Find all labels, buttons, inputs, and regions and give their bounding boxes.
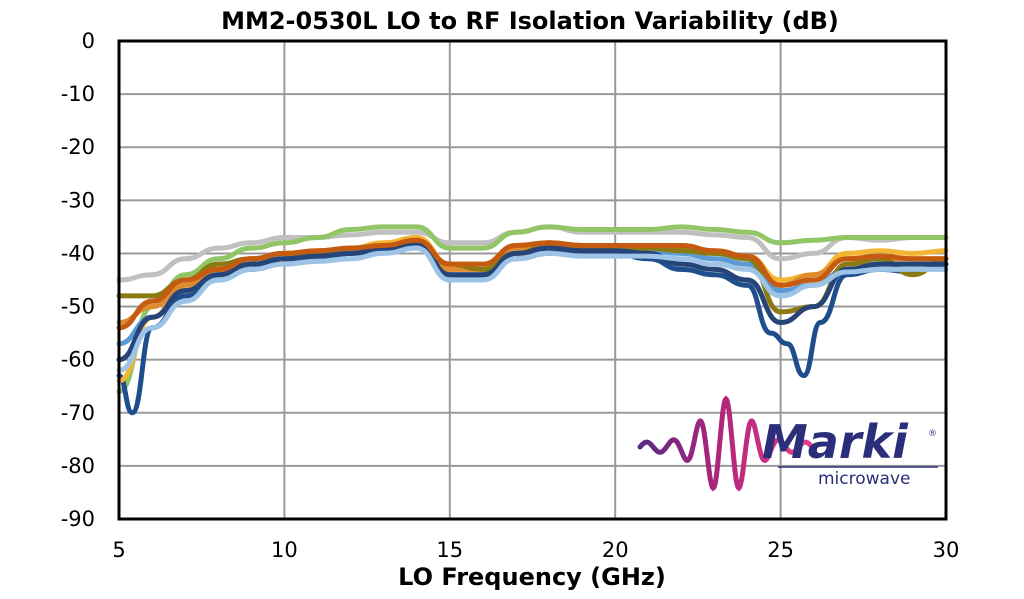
- logo-tagline-text: microwave: [818, 469, 911, 489]
- y-tick-label: -50: [61, 295, 95, 319]
- x-tick-label: 20: [602, 538, 629, 562]
- y-tick-label: -80: [61, 454, 95, 478]
- y-tick-labels: 0 -10 -20 -30 -40 -50 -60 -70 -80 -90: [61, 29, 95, 531]
- x-axis-label: LO Frequency (GHz): [398, 563, 666, 591]
- logo-registered-mark: ®: [928, 429, 937, 439]
- x-tick-labels: 5 10 15 20 25 30: [112, 538, 959, 562]
- y-tick-label: -40: [61, 241, 95, 265]
- series-line-2: [116, 224, 949, 394]
- y-tick-label: -90: [61, 507, 95, 531]
- x-tick-label: 15: [436, 538, 463, 562]
- x-tick-label: 25: [767, 538, 794, 562]
- y-tick-label: -70: [61, 401, 95, 425]
- series-line-9: [116, 237, 949, 331]
- series-line-10: [116, 245, 949, 373]
- x-tick-label: 30: [933, 538, 960, 562]
- y-tick-label: -20: [61, 135, 95, 159]
- x-tick-label: 5: [112, 538, 125, 562]
- y-tick-label: -10: [61, 82, 95, 106]
- y-tick-label: 0: [82, 29, 95, 53]
- plot-frame: [117, 39, 948, 521]
- x-tick-label: 10: [271, 538, 298, 562]
- series-line-8: [116, 240, 949, 363]
- chart-series-group: [116, 224, 949, 416]
- logo-wave-graphic: [637, 395, 815, 492]
- y-tick-label: -60: [61, 348, 95, 372]
- chart-title: MM2-0530L LO to RF Isolation Variability…: [221, 7, 839, 35]
- marki-logo: Marki ® microwave: [637, 395, 938, 492]
- logo-brand-text: Marki: [762, 415, 909, 469]
- y-tick-label: -30: [61, 188, 95, 212]
